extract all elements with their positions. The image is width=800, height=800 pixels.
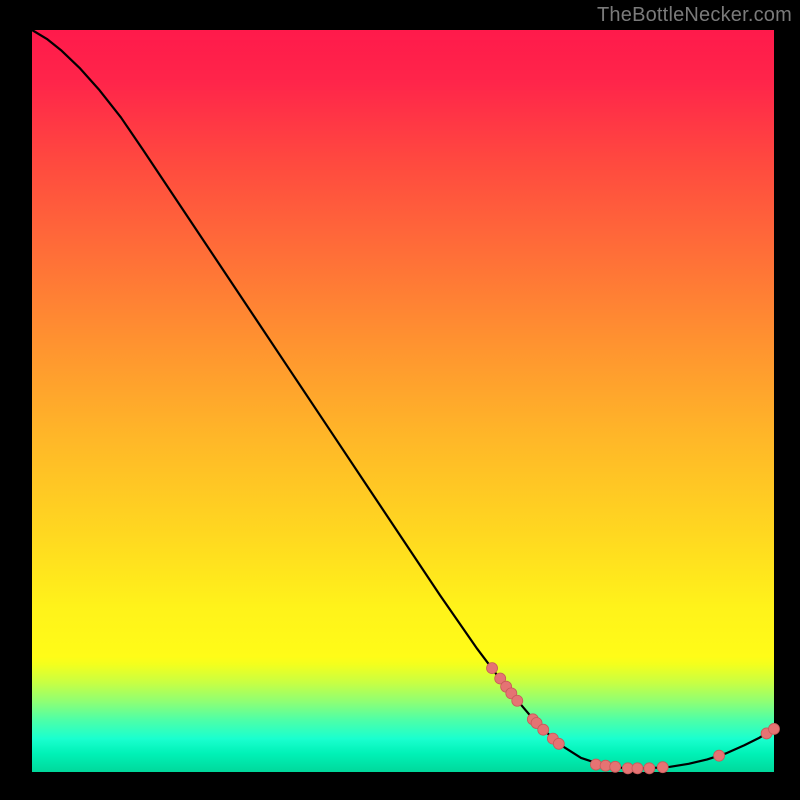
curve-marker	[487, 663, 498, 674]
curve-marker	[657, 762, 668, 773]
curve-marker	[553, 738, 564, 749]
chart-svg	[0, 0, 800, 800]
curve-marker	[590, 759, 601, 770]
curve-marker	[610, 761, 621, 772]
curve-marker	[769, 723, 780, 734]
chart-stage: TheBottleNecker.com	[0, 0, 800, 800]
curve-marker	[512, 695, 523, 706]
curve-marker	[644, 763, 655, 774]
plot-background	[32, 30, 774, 772]
curve-marker	[714, 750, 725, 761]
curve-marker	[632, 763, 643, 774]
curve-marker	[538, 724, 549, 735]
